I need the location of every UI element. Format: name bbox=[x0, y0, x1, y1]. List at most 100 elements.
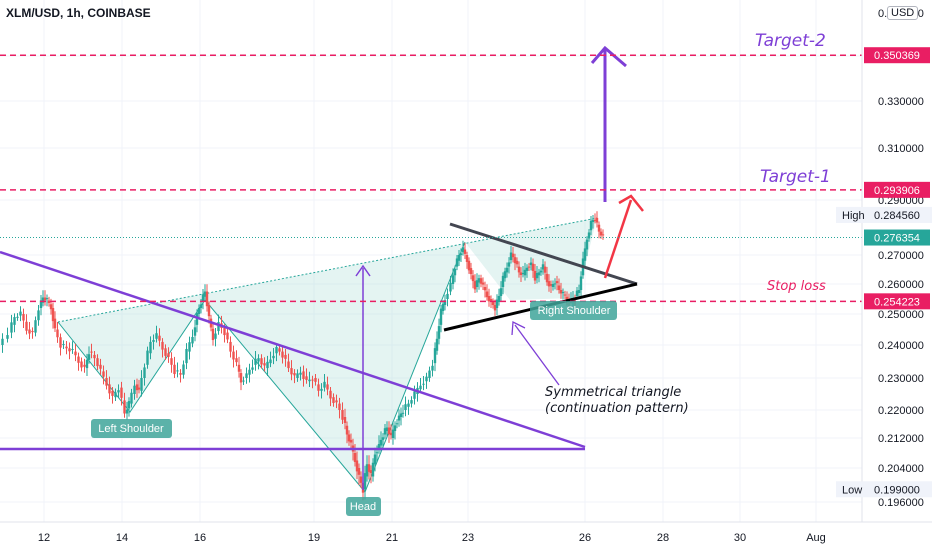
candle bbox=[182, 361, 184, 379]
candle bbox=[235, 350, 237, 366]
candle-body bbox=[492, 302, 494, 305]
candle-body bbox=[179, 373, 181, 375]
price-tick-label: 0.204000 bbox=[878, 463, 924, 475]
candle-body bbox=[472, 275, 474, 281]
callout-arrow-head bbox=[512, 322, 525, 335]
candle-body bbox=[287, 362, 289, 369]
candle bbox=[6, 328, 8, 343]
candle-body bbox=[602, 234, 604, 235]
candle-body bbox=[526, 268, 528, 271]
candle-body bbox=[90, 352, 92, 353]
time-tick-label: 26 bbox=[579, 532, 591, 544]
time-tick-label: 19 bbox=[308, 532, 320, 544]
candle bbox=[229, 336, 231, 357]
time-tick-label: 14 bbox=[116, 532, 128, 544]
candle bbox=[170, 352, 172, 372]
candle bbox=[214, 328, 216, 346]
candle bbox=[83, 359, 85, 373]
price-tick-label: 0.270000 bbox=[878, 250, 924, 262]
candle-body bbox=[54, 319, 56, 329]
candle-body bbox=[580, 276, 582, 290]
candle-body bbox=[314, 378, 316, 382]
candle-body bbox=[185, 349, 187, 363]
candle-body bbox=[96, 358, 98, 366]
price-tick-label: 0.260000 bbox=[878, 279, 924, 291]
candle-body bbox=[544, 267, 546, 273]
candle bbox=[407, 400, 409, 415]
candle bbox=[22, 309, 24, 328]
time-tick-label: 12 bbox=[38, 532, 50, 544]
time-axis[interactable]: 12 14 16 19 21 23 26 28 30 Aug bbox=[0, 522, 932, 550]
candle-body bbox=[37, 310, 39, 320]
candle-body bbox=[518, 267, 520, 273]
candle-body bbox=[598, 225, 600, 232]
candle-body bbox=[226, 333, 228, 340]
candle bbox=[77, 353, 79, 371]
candle bbox=[74, 344, 76, 361]
candle-body bbox=[538, 272, 540, 275]
candle-body bbox=[431, 366, 433, 371]
candle-body bbox=[275, 347, 277, 353]
callout-arrow-line[interactable] bbox=[515, 325, 559, 385]
currency-badge[interactable]: USD bbox=[887, 6, 918, 20]
candle-body bbox=[269, 360, 271, 364]
left-shoulder-tag: Left Shoulder bbox=[91, 419, 172, 438]
candle-body bbox=[584, 248, 586, 260]
time-tick-label: 30 bbox=[734, 532, 746, 544]
candle-body bbox=[332, 397, 334, 403]
candle bbox=[19, 306, 21, 321]
candle-body bbox=[452, 275, 454, 284]
candle-body bbox=[248, 370, 250, 375]
candle bbox=[13, 313, 15, 332]
price-tick-label: 0.212000 bbox=[878, 433, 924, 445]
candle-body bbox=[77, 357, 79, 363]
candle-body bbox=[59, 337, 61, 347]
candle-body bbox=[407, 404, 409, 407]
candle-body bbox=[198, 308, 200, 314]
candle-body bbox=[10, 322, 12, 332]
candle-body bbox=[460, 253, 462, 255]
candle-body bbox=[229, 342, 231, 352]
candle-body bbox=[419, 386, 421, 390]
candle-body bbox=[242, 381, 244, 382]
candle-body bbox=[71, 349, 73, 350]
target1-arrow-line[interactable] bbox=[605, 200, 631, 278]
candle-body bbox=[167, 353, 169, 357]
candle-body bbox=[500, 288, 502, 296]
candle bbox=[1, 333, 3, 353]
candle bbox=[226, 329, 228, 343]
candle-body bbox=[516, 261, 518, 264]
candle-body bbox=[404, 404, 406, 410]
candle-body bbox=[126, 410, 128, 414]
candle-body bbox=[155, 333, 157, 339]
hl-tag-value: 0.284560 bbox=[874, 210, 920, 222]
candle-body bbox=[326, 384, 328, 389]
candle-body bbox=[111, 391, 113, 396]
candle-body bbox=[214, 334, 216, 339]
triangle-label-line1: Symmetrical triangle bbox=[545, 385, 681, 400]
target2-arrow-head bbox=[592, 48, 626, 66]
candle-body bbox=[48, 301, 50, 304]
candle bbox=[37, 305, 39, 326]
candle bbox=[31, 327, 33, 338]
candle-body bbox=[454, 269, 456, 275]
candle-body bbox=[206, 292, 208, 307]
candle-body bbox=[290, 368, 292, 374]
candle-body bbox=[540, 271, 542, 273]
symbol-title[interactable]: XLM/USD, 1h, COINBASE bbox=[6, 6, 151, 20]
candle-body bbox=[191, 337, 193, 344]
candle-body bbox=[34, 320, 36, 332]
candle-body bbox=[564, 295, 566, 296]
candle bbox=[251, 360, 253, 374]
candle-body bbox=[449, 283, 451, 292]
time-tick-label: 23 bbox=[462, 532, 474, 544]
target1-label: Target-1 bbox=[760, 167, 831, 187]
price-tick-label: 0.240000 bbox=[878, 340, 924, 352]
candle bbox=[179, 369, 181, 382]
candle-body bbox=[302, 371, 304, 379]
candle-body bbox=[281, 352, 283, 358]
candle-body bbox=[458, 255, 460, 261]
candle bbox=[446, 289, 448, 307]
candle bbox=[428, 367, 430, 382]
